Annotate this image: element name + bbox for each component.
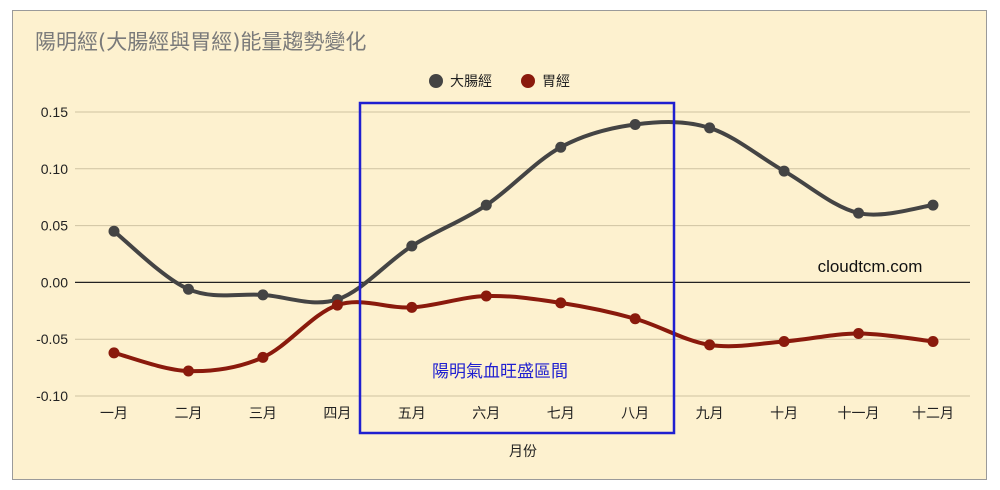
x-tick-label: 九月 [696,405,724,421]
y-tick-label: 0.15 [41,104,68,120]
data-point [480,199,492,211]
highlight-box [358,101,676,435]
x-tick-label: 十一月 [838,405,880,421]
x-tick-label: 十月 [770,405,798,421]
data-point [555,141,567,153]
data-point [629,313,641,325]
data-point [257,351,269,363]
data-point [927,199,939,211]
data-point [406,240,418,252]
data-point [555,297,567,309]
highlight-label: 陽明氣血旺盛區間 [432,362,568,381]
legend-label: 大腸經 [450,73,492,89]
y-tick-label: -0.10 [36,388,68,404]
x-tick-label: 八月 [621,405,649,421]
data-point [778,335,790,347]
watermark-text: cloudtcm.com [818,257,923,276]
data-point [182,283,194,295]
y-tick-label: 0.05 [41,218,68,234]
legend-marker [429,74,443,88]
data-point [629,118,641,130]
data-point [108,347,120,359]
x-axis-title: 月份 [509,443,537,459]
x-tick-label: 六月 [472,405,500,421]
data-point [704,122,716,134]
y-tick-label: 0.10 [41,161,68,177]
y-tick-label: -0.05 [36,331,68,347]
x-tick-label: 二月 [174,405,202,421]
series-line-2 [112,293,935,374]
x-tick-label: 五月 [398,405,426,421]
x-tick-label: 七月 [547,405,575,421]
data-point [480,290,492,302]
series-line-1 [112,120,935,305]
data-point [108,225,120,237]
data-point [853,207,865,219]
legend-label: 胃經 [542,73,570,89]
data-point [927,335,939,347]
x-tick-label: 三月 [249,405,277,421]
data-point [182,365,194,377]
y-tick-label: 0.00 [41,274,68,290]
legend-marker [521,74,535,88]
data-point [778,165,790,177]
data-point [257,289,269,301]
data-point [704,339,716,351]
x-tick-label: 四月 [323,405,351,421]
data-point [406,301,418,313]
data-point [853,328,865,340]
chart-title: 陽明經(大腸經與胃經)能量趨勢變化 [35,30,367,54]
data-point [331,299,343,311]
chart-frame [12,10,987,480]
x-tick-label: 一月 [100,405,128,421]
x-tick-label: 十二月 [912,405,954,421]
